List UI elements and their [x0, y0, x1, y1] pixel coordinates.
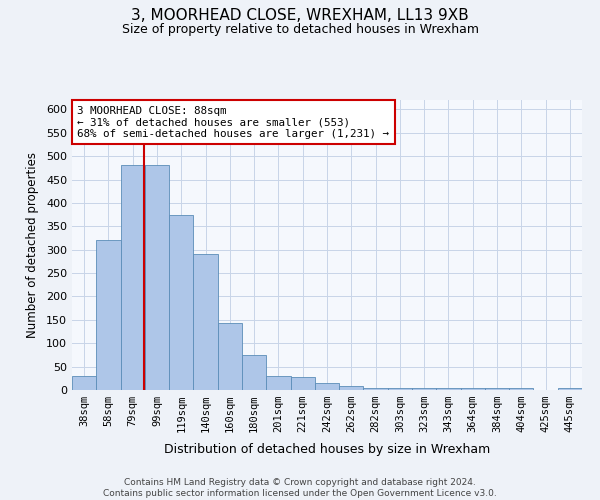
- Bar: [121, 166, 145, 390]
- Bar: [315, 383, 339, 390]
- Bar: [509, 388, 533, 390]
- Bar: [436, 388, 461, 390]
- Bar: [364, 388, 388, 390]
- Text: Distribution of detached houses by size in Wrexham: Distribution of detached houses by size …: [164, 442, 490, 456]
- Text: 3, MOORHEAD CLOSE, WREXHAM, LL13 9XB: 3, MOORHEAD CLOSE, WREXHAM, LL13 9XB: [131, 8, 469, 22]
- Bar: [218, 323, 242, 390]
- Text: 3 MOORHEAD CLOSE: 88sqm
← 31% of detached houses are smaller (553)
68% of semi-d: 3 MOORHEAD CLOSE: 88sqm ← 31% of detache…: [77, 106, 389, 139]
- Bar: [266, 376, 290, 390]
- Bar: [339, 386, 364, 390]
- Bar: [461, 388, 485, 390]
- Bar: [145, 166, 169, 390]
- Bar: [485, 388, 509, 390]
- Bar: [290, 378, 315, 390]
- Bar: [72, 376, 96, 390]
- Text: Size of property relative to detached houses in Wrexham: Size of property relative to detached ho…: [121, 22, 479, 36]
- Bar: [193, 254, 218, 390]
- Text: Contains HM Land Registry data © Crown copyright and database right 2024.
Contai: Contains HM Land Registry data © Crown c…: [103, 478, 497, 498]
- Bar: [96, 240, 121, 390]
- Bar: [388, 388, 412, 390]
- Y-axis label: Number of detached properties: Number of detached properties: [26, 152, 39, 338]
- Bar: [242, 355, 266, 390]
- Bar: [169, 214, 193, 390]
- Bar: [558, 388, 582, 390]
- Bar: [412, 388, 436, 390]
